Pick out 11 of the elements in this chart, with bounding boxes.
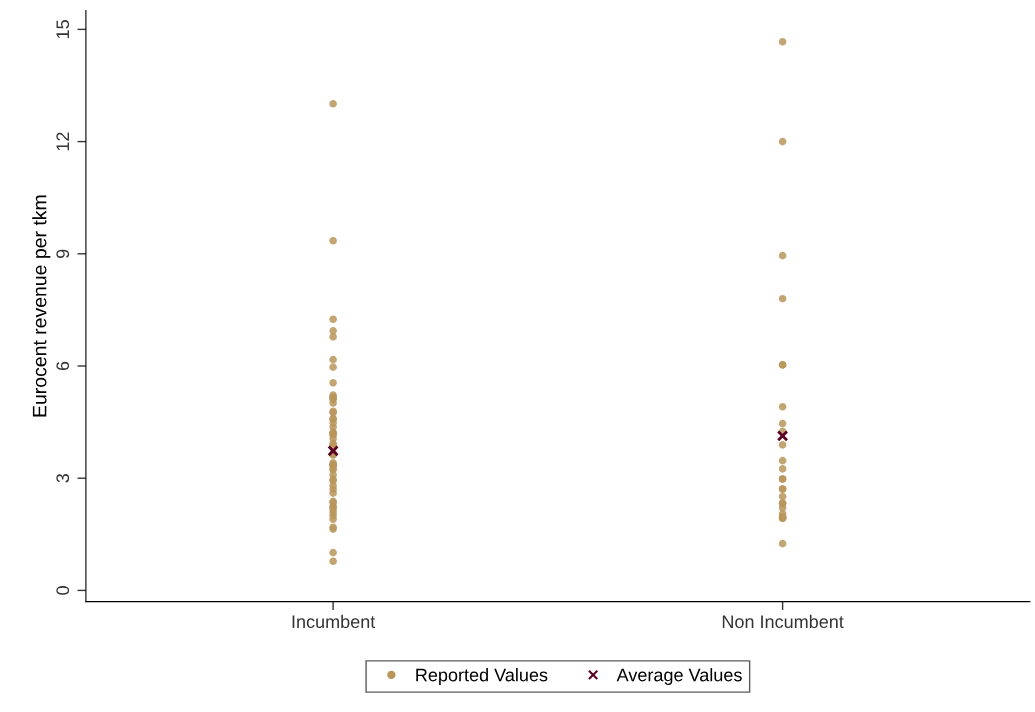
y-axis-title: Eurocent revenue per tkm bbox=[32, 195, 51, 417]
legend-label: Reported Values bbox=[416, 668, 548, 685]
y-tick-label: 6 bbox=[56, 361, 70, 371]
y-tick-label: 12 bbox=[56, 132, 69, 151]
y-tick-label: 0 bbox=[56, 586, 70, 595]
y-tick-label: 3 bbox=[56, 473, 70, 483]
y-tick-label: 9 bbox=[56, 249, 70, 258]
x-tick-label: Non Incumbent bbox=[722, 614, 844, 629]
y-tick-label: 15 bbox=[56, 20, 70, 39]
x-tick-label: Incumbent bbox=[292, 614, 376, 629]
legend-label: Average Values bbox=[616, 668, 742, 685]
